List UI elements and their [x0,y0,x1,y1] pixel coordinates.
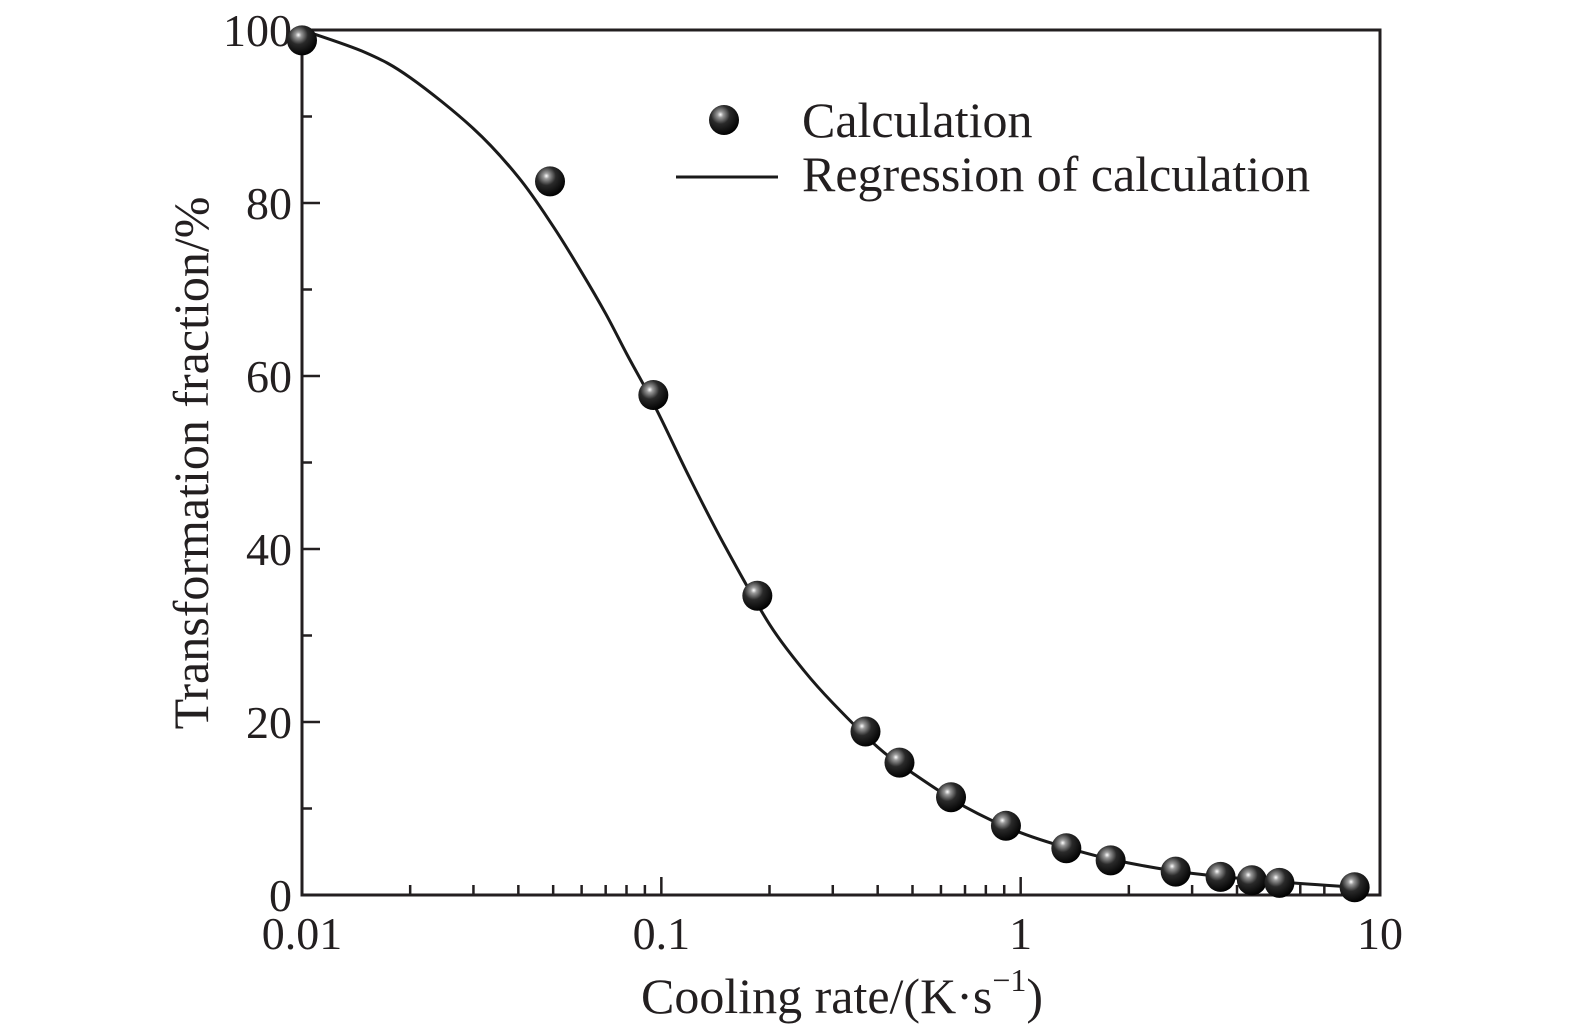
data-point [638,380,669,411]
x-axis-ticks: 0.01 0.1 1 10 [262,877,1403,959]
data-point [1339,872,1370,903]
data-point [742,580,773,611]
x-tick-label: 10 [1357,908,1403,959]
regression-series [301,28,1355,889]
x-tick-label: 1 [1009,908,1032,959]
x-axis-title-tail: ) [1026,968,1043,1024]
x-axis-title-superscript: −1 [992,962,1026,998]
data-point [1095,845,1126,876]
data-point [936,782,967,813]
data-point [884,747,915,778]
legend-label-calculation: Calculation [802,92,1033,148]
regression-line [301,28,1355,889]
y-axis-title: Transformation fraction/% [163,197,219,730]
legend: Calculation Regression of calculation [676,92,1310,202]
legend-marker-calculation [709,105,739,135]
data-point [535,166,566,197]
x-tick-label: 0.01 [262,908,343,959]
legend-label-regression: Regression of calculation [802,146,1310,202]
y-tick-label: 0 [269,870,292,921]
data-point [287,25,317,56]
y-tick-label: 40 [246,524,292,575]
y-tick-label: 20 [246,697,292,748]
x-axis-title: Cooling rate/(K·s−1) [641,962,1043,1024]
data-point [850,716,881,747]
y-axis-ticks: 0 20 40 60 80 100 [223,5,320,921]
data-point [1236,865,1267,896]
data-point [1051,833,1082,864]
legend-sphere [709,105,739,135]
y-tick-label: 60 [246,351,292,402]
data-point [1264,867,1295,898]
y-tick-label: 100 [223,5,292,56]
data-point [1205,861,1236,892]
x-axis-title-main: Cooling rate/(K·s [641,968,992,1024]
data-point [990,810,1021,841]
calculation-series [287,25,1370,903]
data-point [1160,856,1191,887]
y-tick-label: 80 [246,178,292,229]
x-tick-label: 0.1 [633,908,691,959]
